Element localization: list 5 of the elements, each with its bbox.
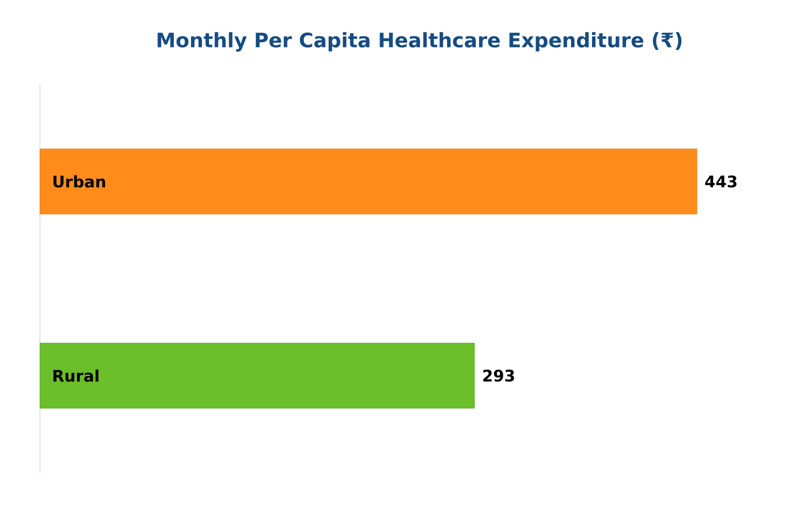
y-tick-label: Rural — [53, 369, 98, 382]
y-tick-label: Urban — [53, 175, 106, 188]
chart-title: Monthly Per Capita Healthcare Expenditure (₹) — [158, 32, 682, 52]
data-label: 443 — [705, 175, 736, 188]
data-label: 293 — [483, 370, 514, 382]
